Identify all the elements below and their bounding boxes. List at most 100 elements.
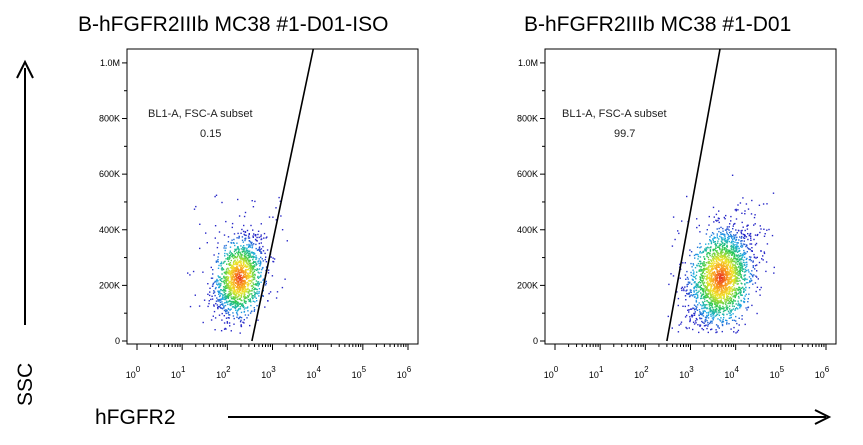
event-point xyxy=(238,286,240,289)
event-point xyxy=(212,273,214,275)
event-point xyxy=(733,300,735,302)
event-point xyxy=(706,255,708,258)
event-point xyxy=(226,275,228,278)
event-point xyxy=(232,271,234,273)
event-point xyxy=(243,284,245,286)
event-point xyxy=(240,284,242,287)
event-point xyxy=(242,257,244,260)
event-point xyxy=(224,279,227,281)
event-point xyxy=(728,317,730,319)
event-point xyxy=(732,235,734,238)
event-point xyxy=(232,312,234,314)
event-point xyxy=(716,279,718,281)
event-point xyxy=(721,269,723,271)
event-point xyxy=(223,298,225,300)
event-point xyxy=(742,226,744,228)
event-point xyxy=(705,262,707,264)
event-point xyxy=(719,292,721,294)
event-point xyxy=(242,272,244,274)
event-point xyxy=(711,285,713,288)
y-tick-label: 400K xyxy=(99,225,120,235)
event-point xyxy=(703,262,705,264)
event-point xyxy=(722,251,724,253)
event-point xyxy=(732,245,734,248)
event-point xyxy=(237,268,239,270)
event-point xyxy=(721,245,724,248)
event-point xyxy=(690,262,692,265)
event-point xyxy=(701,305,703,307)
event-point xyxy=(702,311,704,313)
event-point xyxy=(727,255,729,257)
event-point xyxy=(224,327,226,330)
event-point xyxy=(743,274,746,276)
event-point xyxy=(223,271,226,274)
event-point xyxy=(698,331,700,334)
event-point xyxy=(242,277,244,279)
event-point xyxy=(696,253,698,256)
event-point xyxy=(733,266,735,269)
event-point xyxy=(699,231,701,233)
event-point xyxy=(697,286,700,288)
event-point xyxy=(762,259,764,261)
event-point xyxy=(714,271,716,274)
event-point xyxy=(725,274,727,277)
event-point xyxy=(734,278,736,280)
event-point xyxy=(243,284,245,287)
event-point xyxy=(237,277,239,279)
event-point xyxy=(199,247,201,250)
event-point xyxy=(235,311,238,314)
event-point xyxy=(235,275,238,277)
event-point xyxy=(742,288,745,290)
event-point xyxy=(255,269,258,271)
event-point xyxy=(207,283,209,285)
event-point xyxy=(257,261,259,263)
event-point xyxy=(726,251,728,253)
event-point xyxy=(223,315,225,317)
event-point xyxy=(744,251,746,254)
event-point xyxy=(736,251,739,253)
event-point xyxy=(738,273,740,275)
event-point xyxy=(227,297,229,299)
event-point xyxy=(723,287,725,289)
event-point xyxy=(247,285,249,287)
event-point xyxy=(704,295,706,297)
event-point xyxy=(731,266,733,269)
event-point xyxy=(258,288,261,290)
event-point xyxy=(230,284,233,286)
event-point xyxy=(706,274,708,276)
event-point xyxy=(710,240,712,242)
event-point xyxy=(736,322,738,325)
event-point xyxy=(706,253,708,256)
event-point xyxy=(743,279,746,282)
event-point xyxy=(219,301,222,303)
event-point xyxy=(229,325,231,327)
event-point xyxy=(729,317,731,319)
event-point xyxy=(222,262,225,264)
event-point xyxy=(727,253,730,255)
event-point xyxy=(709,259,712,261)
event-point xyxy=(672,275,675,277)
event-point xyxy=(221,293,223,295)
event-point xyxy=(232,263,235,266)
event-point xyxy=(731,246,733,249)
event-point xyxy=(237,283,240,285)
event-point xyxy=(691,316,693,318)
event-point xyxy=(726,266,728,268)
event-point xyxy=(716,289,719,291)
event-point xyxy=(737,302,740,304)
event-point xyxy=(224,292,226,295)
event-point xyxy=(718,245,720,247)
event-point xyxy=(718,312,720,314)
event-point xyxy=(741,245,744,247)
event-point xyxy=(671,245,674,247)
event-point xyxy=(260,242,262,244)
event-point xyxy=(244,231,247,233)
event-point xyxy=(242,280,245,282)
event-point xyxy=(213,291,216,293)
event-point xyxy=(238,265,240,267)
event-point xyxy=(248,251,250,253)
event-point xyxy=(212,283,214,286)
event-point xyxy=(718,289,721,291)
event-point xyxy=(722,302,725,305)
event-point xyxy=(249,300,251,302)
